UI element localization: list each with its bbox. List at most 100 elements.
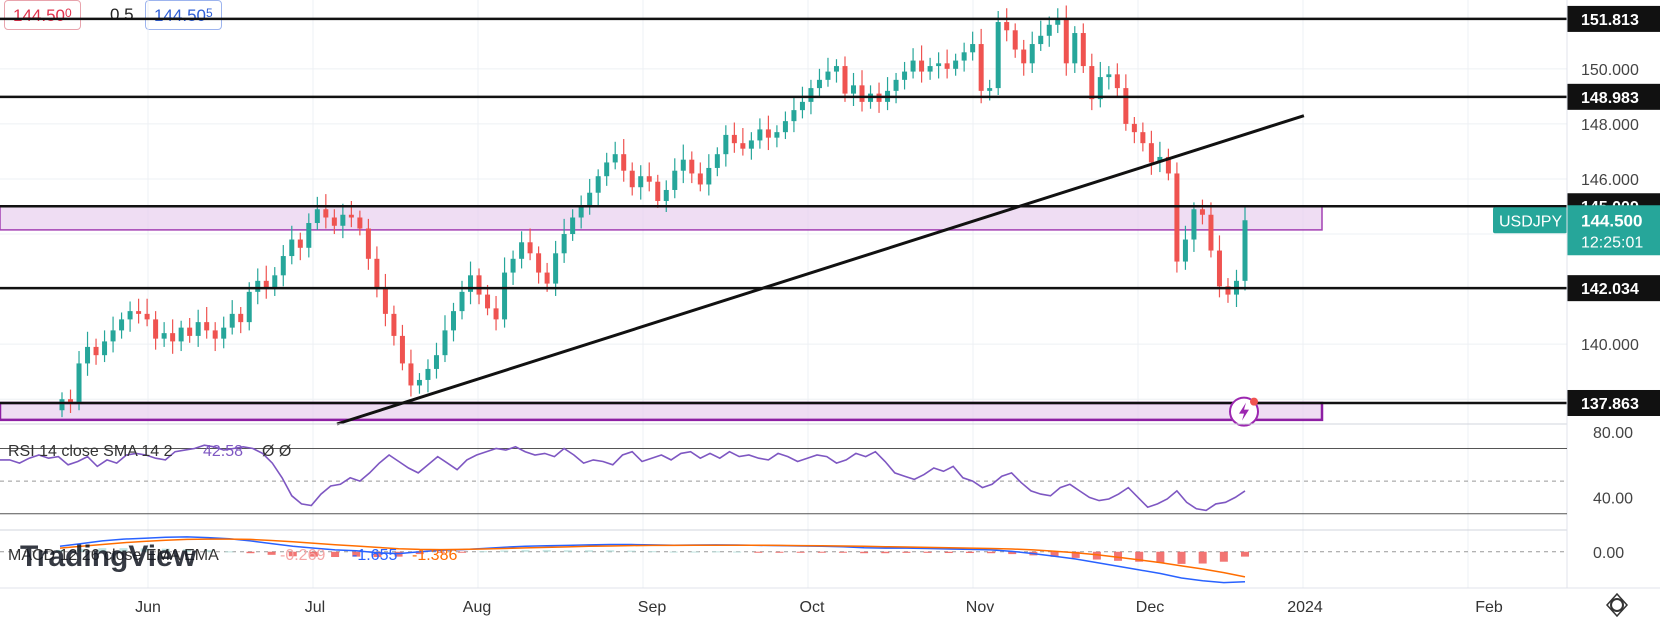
y-tick-label: 148.000 (1581, 117, 1639, 134)
candle-body (910, 60, 916, 72)
candle-body (680, 159, 686, 171)
x-tick-label: Dec (1136, 599, 1164, 616)
countdown: 12:25:01 (1581, 234, 1643, 251)
candle-body (816, 79, 822, 89)
candle-body (331, 217, 337, 226)
candle-body (408, 363, 414, 386)
macd-value: -1.655 (352, 547, 397, 564)
macd-histogram-bar (817, 551, 826, 553)
candle-body (314, 209, 320, 224)
candle-body (1072, 33, 1078, 64)
candle-body (161, 333, 167, 339)
level-label-bg (1567, 275, 1660, 302)
candle-body (978, 44, 984, 91)
macd-histogram-bar (944, 551, 953, 554)
macd-histogram-bar (987, 551, 996, 554)
macd-line (59, 536, 1246, 584)
candle-body (1004, 22, 1010, 31)
candle-body (1114, 74, 1120, 89)
macd-histogram-bar (352, 551, 361, 557)
macd-histogram-bar (204, 550, 213, 552)
candle-body (212, 330, 218, 339)
settings-gear-outline (1605, 592, 1629, 618)
macd-histogram-bar (1177, 551, 1186, 564)
candle-body (1080, 33, 1086, 67)
macd-histogram-bar (161, 548, 170, 552)
candle-body (119, 319, 125, 331)
macd-histogram-bar (754, 551, 763, 553)
candle-body (799, 101, 805, 111)
candle-body (638, 176, 644, 188)
price-badge (1567, 205, 1660, 256)
candle-body (1242, 220, 1248, 281)
candle-body (221, 327, 227, 339)
candle-body (127, 311, 133, 320)
buy-quote-main: 144.50 (154, 6, 206, 25)
tradingview-watermark: TradingView (20, 540, 197, 573)
macd-histogram-bar (563, 550, 572, 552)
candle-body (731, 134, 737, 144)
candle-body (229, 313, 235, 328)
candle-body (450, 311, 456, 331)
macd-histogram-bar (923, 551, 932, 553)
candle-body (842, 66, 848, 94)
alert-dot (1250, 397, 1258, 406)
macd-histogram-bar (1050, 551, 1059, 557)
buy-quote[interactable]: 144.505 (145, 0, 222, 30)
macd-hist-value: -0.269 (280, 547, 325, 564)
candle-body (740, 143, 746, 149)
candle-body (1140, 132, 1146, 144)
macd-histogram-bar (838, 551, 847, 553)
candle-body (621, 154, 627, 171)
macd-histogram-bar (542, 550, 551, 552)
candle-body (1106, 74, 1112, 78)
candle-body (553, 253, 559, 284)
candle-body (995, 22, 1001, 89)
macd-histogram-bar (56, 549, 64, 552)
sell-quote[interactable]: 144.500 (4, 0, 81, 30)
macd-histogram-bar (733, 551, 742, 553)
macd-histogram-bar (458, 551, 467, 553)
candle-body (825, 71, 831, 80)
macd-histogram-bar (246, 551, 255, 554)
candle-body (893, 79, 899, 91)
lightning-bolt-shape (1239, 402, 1249, 421)
candle-body (527, 242, 533, 254)
macd-histogram-bar (1114, 551, 1123, 561)
macd-histogram-bar (479, 551, 488, 553)
candle-body (561, 234, 567, 254)
candle-body (59, 399, 65, 411)
candle-body (1089, 66, 1095, 100)
buy-quote-pip: 5 (206, 6, 213, 20)
y-tick-label: 140.000 (1581, 337, 1639, 354)
candle-body (102, 341, 108, 356)
candle-body (510, 258, 516, 273)
x-tick-label: Feb (1475, 599, 1503, 616)
macd-histogram-bar (902, 551, 911, 553)
candle-body (544, 272, 550, 284)
macd-histogram-bar (1008, 551, 1017, 555)
symbol-badge-label: USDJPY (1499, 213, 1562, 230)
rsi-line (0, 444, 1246, 512)
candle-body (348, 214, 354, 218)
candle-body (280, 256, 286, 276)
candle-body (459, 291, 465, 312)
candle-body (468, 275, 474, 292)
level-label-bg (1567, 5, 1660, 32)
candle-body (970, 44, 976, 53)
candle-body (987, 88, 993, 91)
x-tick-label: 2024 (1287, 599, 1323, 616)
macd-histogram-bar (309, 551, 318, 557)
candle-body (1208, 214, 1214, 251)
macd-histogram-bar (500, 550, 509, 552)
candle-body (153, 319, 159, 339)
macd-histogram-bar (267, 551, 276, 555)
level-label-bg (1567, 389, 1660, 416)
level-label: 137.863 (1581, 396, 1639, 413)
candle-body (485, 294, 491, 309)
price-zone (0, 401, 1324, 422)
rsi-tick-label: 80.00 (1593, 425, 1633, 442)
candle-body (961, 52, 967, 61)
candle-body (519, 242, 525, 259)
